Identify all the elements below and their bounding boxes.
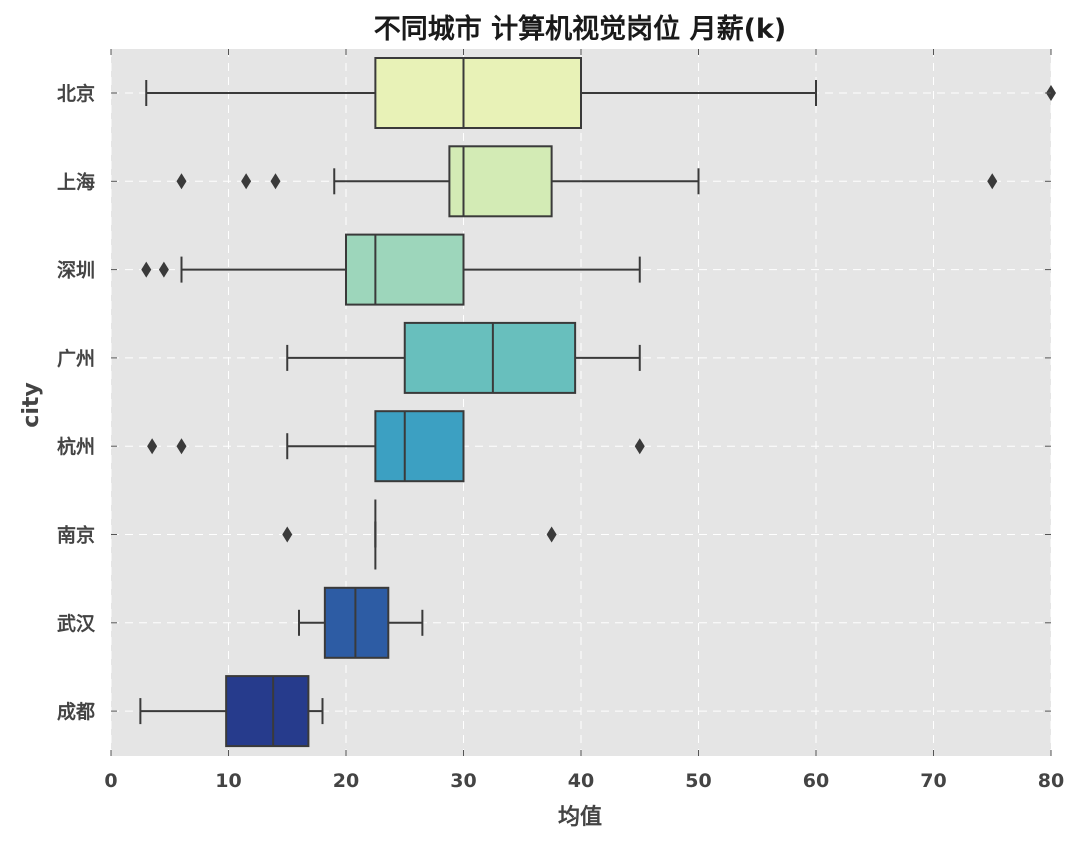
- x-tick-label: 30: [450, 770, 476, 792]
- outlier-point: [176, 438, 187, 455]
- y-tick-label: 杭州: [57, 435, 95, 458]
- box-series: [139, 57, 1056, 748]
- y-tick-label: 北京: [57, 82, 95, 105]
- outlier-point: [158, 261, 169, 278]
- outlier-point: [546, 526, 557, 543]
- box-2: [176, 145, 998, 218]
- x-tick-label: 20: [333, 770, 359, 792]
- box-1: [145, 57, 1056, 129]
- outlier-point: [141, 261, 152, 278]
- x-axis-label: 均值: [558, 804, 602, 830]
- x-tick-label: 80: [1038, 770, 1064, 792]
- box-6: [282, 499, 557, 570]
- outlier-point: [282, 526, 293, 543]
- chart-title: 不同城市 计算机视觉岗位 月薪(k): [374, 13, 786, 45]
- x-tick-label: 0: [104, 770, 117, 792]
- outlier-point: [176, 173, 187, 190]
- box-iqr: [225, 675, 310, 748]
- y-axis-label: city: [19, 382, 44, 427]
- outlier-point: [634, 438, 645, 455]
- outlier-point: [270, 173, 281, 190]
- box-7: [298, 586, 424, 659]
- outlier-point: [241, 173, 252, 190]
- x-axis-ticks: 0 10 20 30 40 50 60 70 80: [104, 49, 1064, 792]
- box-iqr: [448, 145, 553, 218]
- y-tick-label: 成都: [57, 700, 95, 723]
- outlier-point: [147, 438, 158, 455]
- box-iqr: [374, 410, 465, 483]
- box-iqr: [403, 321, 577, 394]
- y-tick-label: 南京: [57, 524, 95, 547]
- x-tick-label: 40: [568, 770, 594, 792]
- box-iqr: [374, 57, 582, 129]
- outlier-point: [987, 173, 998, 190]
- y-tick-label: 深圳: [57, 259, 95, 282]
- x-tick-label: 70: [920, 770, 946, 792]
- box-iqr: [323, 586, 390, 659]
- box-3: [141, 233, 641, 306]
- x-tick-label: 50: [685, 770, 711, 792]
- box-iqr: [345, 233, 465, 306]
- y-tick-label: 武汉: [57, 613, 96, 635]
- box-4: [286, 321, 641, 394]
- y-tick-label: 上海: [57, 170, 95, 193]
- y-tick-label: 广州: [57, 347, 95, 370]
- box-8: [139, 675, 324, 748]
- x-tick-label: 60: [803, 770, 829, 792]
- x-tick-label: 10: [215, 770, 241, 792]
- box-5: [147, 410, 645, 483]
